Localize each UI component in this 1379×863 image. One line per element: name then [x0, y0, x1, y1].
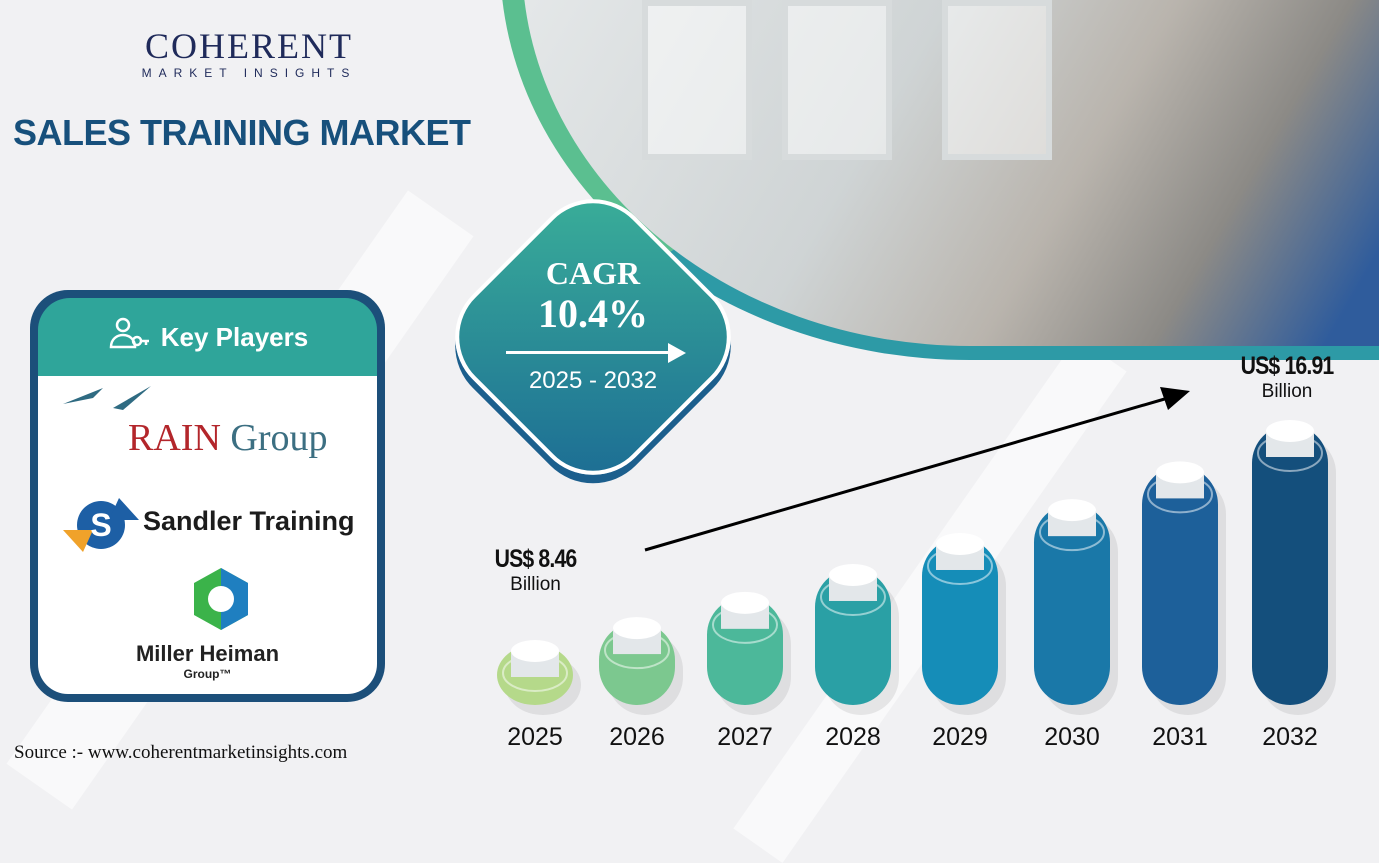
annotation-end: US$ 16.91 Billion	[1240, 352, 1335, 402]
x-tick-label: 2030	[1044, 723, 1100, 751]
bar-2030	[1034, 504, 1110, 705]
bar-cap-top	[511, 640, 559, 662]
x-tick-label: 2029	[932, 723, 988, 751]
annotation-start: US$ 8.46 Billion	[494, 545, 578, 595]
cagr-period: 2025 - 2032	[528, 367, 658, 394]
key-players-header: Key Players	[38, 298, 377, 376]
cagr-label: CAGR	[545, 255, 641, 291]
sandler-logo-mark: S	[63, 498, 139, 552]
brand-logo: COHERENT MARKET INSIGHTS	[134, 28, 364, 80]
source-credit: Source :- www.coherentmarketinsights.com	[14, 742, 348, 763]
x-tick-label: 2026	[609, 723, 665, 751]
x-tick-label: 2028	[825, 723, 881, 751]
bar-2032	[1252, 425, 1328, 705]
brand-subname: MARKET INSIGHTS	[141, 66, 357, 80]
bar-cap-top	[1048, 499, 1096, 522]
arrow-right-icon	[506, 343, 686, 363]
player-sandler-training: Sandler Training	[143, 506, 355, 536]
x-tick-label: 2031	[1152, 723, 1208, 751]
rain-group-logo-mark	[63, 386, 151, 410]
cagr-text: CAGR 10.4% 2025 - 2032	[488, 255, 698, 395]
trend-arrow-head-icon	[1160, 387, 1190, 410]
bar-cap-top	[613, 617, 661, 640]
key-players-heading: Key Players	[160, 321, 309, 352]
player-rain-group: RAIN Group	[128, 417, 328, 459]
bar-cap-top	[1266, 420, 1314, 442]
svg-text:S: S	[90, 507, 111, 543]
brand-name: COHERENT	[145, 26, 353, 66]
key-players-panel: Key Players RAIN Group S Sandler Trainin…	[30, 290, 385, 702]
bar-cap-top	[936, 532, 984, 555]
x-tick-label: 2032	[1262, 723, 1318, 751]
x-tick-label: 2025	[507, 723, 563, 751]
cagr-value: 10.4%	[538, 291, 648, 336]
market-size-chart: 2025 2026 2027 2028 2029 2030 2031 2032	[497, 387, 1336, 751]
trend-arrow-line	[644, 396, 1169, 552]
bar-cap-top	[1156, 461, 1204, 484]
bar-2028	[815, 568, 891, 705]
player-miller-heiman: Miller Heiman Group™	[135, 641, 280, 682]
miller-heiman-logo-mark	[194, 568, 248, 630]
x-tick-label: 2027	[717, 723, 773, 751]
bar-cap-top	[829, 563, 877, 586]
page-title: SALES TRAINING MARKET	[13, 112, 471, 153]
bar-cap-top	[721, 591, 769, 614]
bar-2031	[1142, 466, 1218, 705]
people-key-icon	[107, 317, 151, 358]
